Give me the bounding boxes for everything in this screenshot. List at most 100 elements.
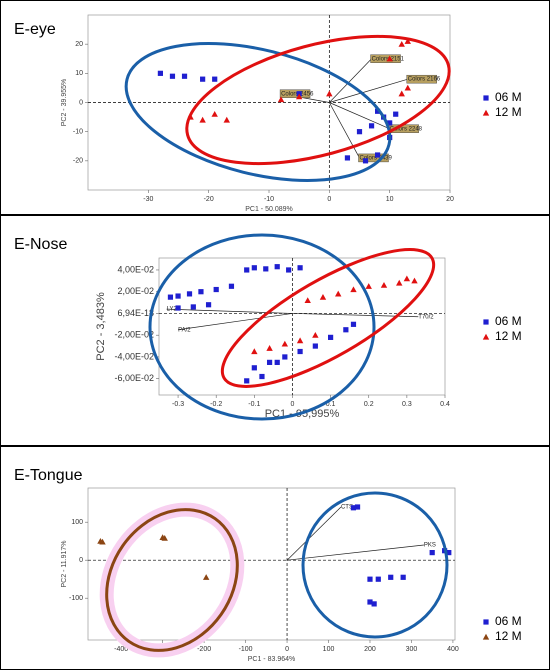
plot-area (158, 257, 446, 396)
point (223, 116, 230, 123)
point (386, 55, 393, 62)
point (335, 290, 342, 297)
annotation-box (358, 153, 389, 163)
loading-label: Colors 2248 (390, 126, 423, 132)
loading-vector (329, 58, 372, 103)
legend-marker (483, 619, 489, 625)
legend-label: 12 M (495, 329, 522, 343)
point (99, 538, 106, 545)
loading-label: Colors 2166 (408, 77, 441, 83)
point (175, 293, 181, 299)
legend-marker (482, 109, 490, 116)
legend-marker (482, 333, 490, 340)
point (297, 348, 303, 355)
x-tick-label: 0 (327, 196, 331, 203)
point (190, 304, 196, 310)
point (380, 281, 388, 288)
legend-marker (483, 319, 489, 325)
point (398, 90, 405, 97)
point (375, 152, 381, 158)
point (400, 574, 406, 580)
chart-title: E-eye (14, 21, 56, 38)
point (371, 601, 377, 607)
loading-vector (178, 313, 293, 331)
point (295, 93, 303, 100)
point (274, 264, 280, 270)
loading-vector (329, 102, 390, 130)
cluster-ellipse (185, 34, 451, 166)
x-tick-label: 0.3 (402, 401, 412, 408)
loading-label: CTS (341, 505, 353, 511)
point (411, 277, 418, 284)
y-axis-label: PC2 - 39.955% (61, 79, 68, 126)
point (228, 283, 235, 289)
panel-frame (0, 0, 550, 215)
point (205, 302, 212, 308)
loading-label: PKS (424, 543, 436, 549)
point (186, 291, 193, 297)
point (404, 38, 411, 44)
point (365, 283, 372, 289)
point (367, 599, 373, 605)
y-tick-label: 10 (75, 70, 83, 77)
cluster-ellipse (124, 42, 392, 182)
x-tick-label: -10 (264, 196, 274, 203)
x-tick-label: 0.4 (440, 401, 450, 408)
y-tick-label: -10 (73, 129, 83, 136)
point (319, 293, 327, 300)
point (198, 289, 204, 295)
point (212, 76, 218, 82)
x-tick-label: -200 (197, 646, 211, 653)
point (199, 116, 206, 123)
x-tick-label: -20 (204, 196, 214, 203)
y-tick-label: -4,00E-02 (114, 351, 154, 361)
point (175, 305, 181, 311)
point (362, 158, 369, 164)
point (344, 155, 351, 161)
point (367, 576, 373, 582)
point (387, 120, 393, 126)
x-tick-label: 0 (285, 646, 289, 653)
point (181, 73, 188, 79)
loading-vector (329, 102, 360, 159)
legend-marker (482, 633, 490, 640)
point (304, 297, 311, 304)
point (213, 286, 219, 293)
y-tick-label: -2,00E-02 (114, 330, 154, 340)
loading-label: PA/2 (178, 327, 191, 333)
y-tick-label: 2,00E-02 (117, 286, 154, 296)
point (393, 111, 399, 117)
point (161, 534, 168, 541)
point (312, 331, 319, 338)
loading-vector (287, 544, 424, 561)
point (396, 279, 403, 286)
point (398, 40, 405, 47)
point (211, 110, 218, 117)
point (297, 265, 303, 271)
point (350, 505, 357, 511)
point (274, 359, 280, 365)
point (169, 73, 176, 79)
point (281, 340, 289, 347)
point (266, 345, 273, 351)
chart-title: E-Tongue (14, 467, 83, 484)
legend-label: 06 M (495, 614, 522, 628)
x-axis-label: PC1 - 83.964% (248, 656, 295, 663)
point (263, 266, 269, 272)
loading-vector (329, 78, 408, 103)
plot-area (87, 487, 456, 641)
point (403, 275, 411, 282)
y-axis-label: PC2 - 3,483% (95, 292, 107, 361)
chart-title: E-Nose (14, 236, 67, 253)
x-tick-label: 0.2 (364, 401, 374, 408)
legend-label: 12 M (495, 629, 522, 643)
point (202, 574, 210, 580)
legend-marker (483, 95, 489, 101)
x-tick-label: 0 (291, 401, 295, 408)
point (167, 294, 174, 300)
point (328, 334, 334, 340)
x-tick-label: 20 (446, 196, 454, 203)
point (277, 96, 285, 103)
point (244, 378, 250, 384)
